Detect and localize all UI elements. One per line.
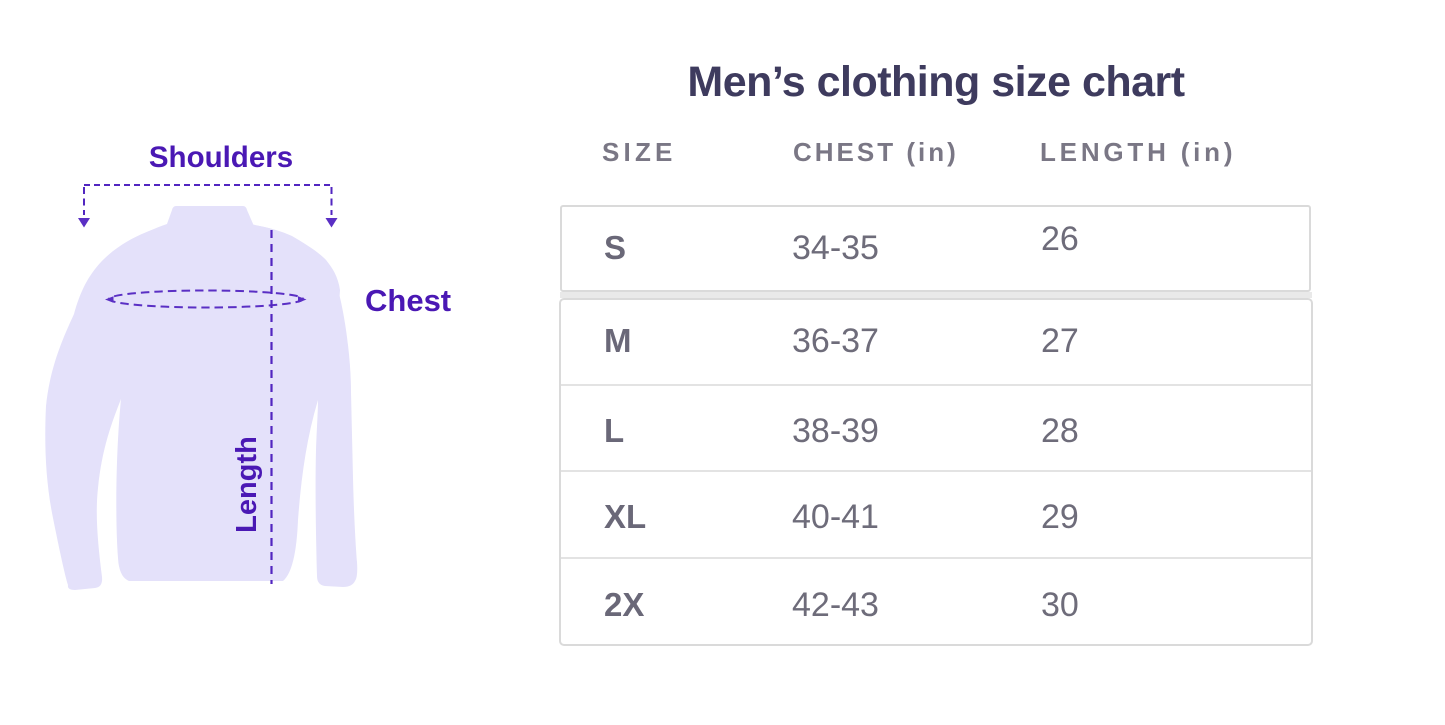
svg-text:Shoulders: Shoulders	[149, 141, 293, 174]
svg-text:Length: Length	[231, 436, 263, 533]
svg-text:Chest: Chest	[365, 283, 451, 318]
